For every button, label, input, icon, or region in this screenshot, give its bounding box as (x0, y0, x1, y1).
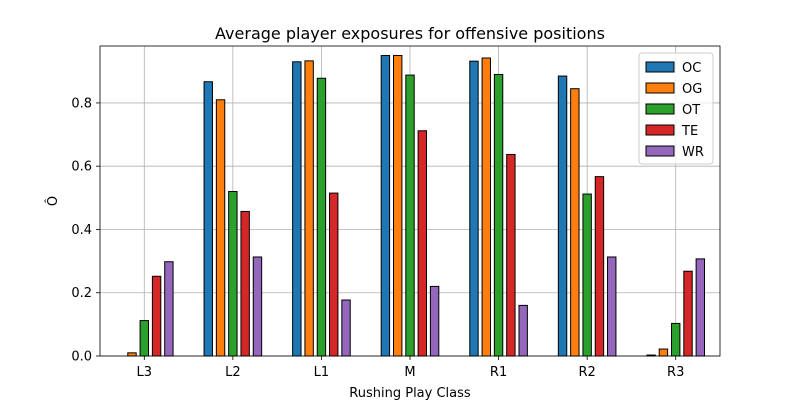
bar-te-r1 (506, 154, 516, 357)
legend-swatch-og (645, 82, 675, 94)
x-tick-label: M (404, 365, 415, 380)
bar-wr-r1 (518, 304, 528, 357)
bar-ot-r2 (582, 193, 592, 357)
bar-te-r2 (594, 176, 605, 357)
bar-te-l1 (329, 192, 339, 357)
bar-wr-l2 (252, 256, 263, 357)
bar-te-r3 (683, 270, 693, 357)
bar-ot-m (405, 74, 415, 357)
bar-ot-r3 (671, 322, 681, 357)
bar-oc-r1 (469, 60, 479, 357)
bar-oc-l1 (292, 61, 302, 357)
y-tick-label: 0.6 (71, 160, 92, 175)
legend-label-te: TE (681, 124, 698, 139)
bar-ot-l1 (316, 77, 327, 357)
bar-ot-l2 (228, 191, 238, 357)
bar-oc-l2 (203, 81, 213, 357)
bar-wr-m (429, 285, 440, 357)
legend-swatch-te (645, 124, 675, 136)
x-tick-label: R3 (667, 365, 684, 380)
y-tick-label: 0.0 (71, 350, 92, 365)
bar-te-l3 (151, 275, 162, 357)
bar-wr-l3 (164, 261, 174, 357)
chart-title: Average player exposures for offensive p… (215, 24, 605, 43)
legend-label-og: OG (682, 82, 702, 97)
bar-ot-l3 (139, 320, 149, 357)
legend-box (638, 52, 714, 165)
bar-wr-r2 (607, 256, 617, 357)
legend-swatch-oc (645, 61, 675, 73)
legend: OC OG OT TE WR (638, 52, 714, 165)
bar-wr-l1 (341, 299, 351, 357)
y-tick-label: 0.4 (71, 223, 92, 238)
x-tick-label: R2 (578, 365, 595, 380)
bar-og-r2 (570, 88, 580, 357)
y-tick-label: 0.8 (71, 96, 92, 111)
bar-og-m (393, 54, 403, 357)
x-axis-label: Rushing Play Class (349, 386, 471, 400)
y-axis-label: Ô (45, 196, 61, 206)
bar-oc-r2 (557, 75, 568, 357)
bar-te-l2 (240, 210, 250, 357)
legend-label-oc: OC (682, 61, 701, 76)
x-tick-label: R1 (490, 365, 507, 380)
bar-og-r1 (481, 57, 491, 357)
bar-og-l3 (127, 352, 137, 357)
legend-swatch-ot (645, 103, 675, 115)
legend-label-wr: WR (682, 145, 704, 160)
bar-oc-m (380, 54, 391, 357)
bar-wr-r3 (695, 258, 706, 357)
y-tick-label: 0.2 (71, 286, 92, 301)
bar-ot-r1 (493, 73, 504, 357)
legend-label-ot: OT (682, 103, 700, 118)
x-tick-label: L1 (314, 365, 330, 380)
legend-swatch-wr (645, 145, 675, 157)
bar-og-l2 (215, 99, 226, 357)
bar-og-l1 (304, 60, 314, 357)
bar-og-r3 (658, 348, 669, 357)
x-tick-label: L2 (225, 365, 241, 380)
x-tick-label: L3 (137, 365, 153, 380)
bar-te-m (417, 130, 428, 357)
